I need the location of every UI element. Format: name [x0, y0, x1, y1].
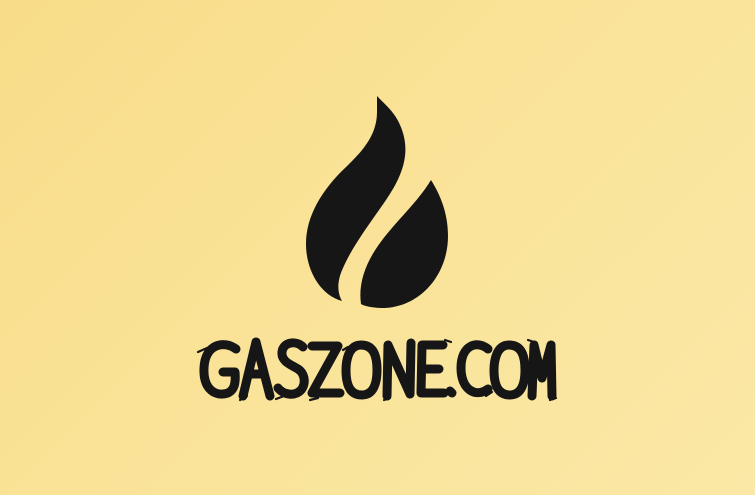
- wordmark-letters: [199, 337, 557, 401]
- brush-texture: [196, 338, 558, 402]
- letter-z: [307, 341, 345, 398]
- letter-g: [199, 340, 241, 399]
- letter-s: [273, 338, 309, 399]
- letter-o: [341, 340, 382, 400]
- letter-o-2: [489, 340, 530, 400]
- letter-c: [456, 340, 493, 398]
- letter-a: [238, 337, 275, 401]
- letter-e: [416, 340, 449, 398]
- flame-outer-tongue: [306, 96, 406, 301]
- letter-m: [527, 340, 557, 401]
- flame-inner-tongue: [360, 180, 448, 308]
- letter-dot: [445, 386, 457, 398]
- letter-n: [382, 338, 416, 401]
